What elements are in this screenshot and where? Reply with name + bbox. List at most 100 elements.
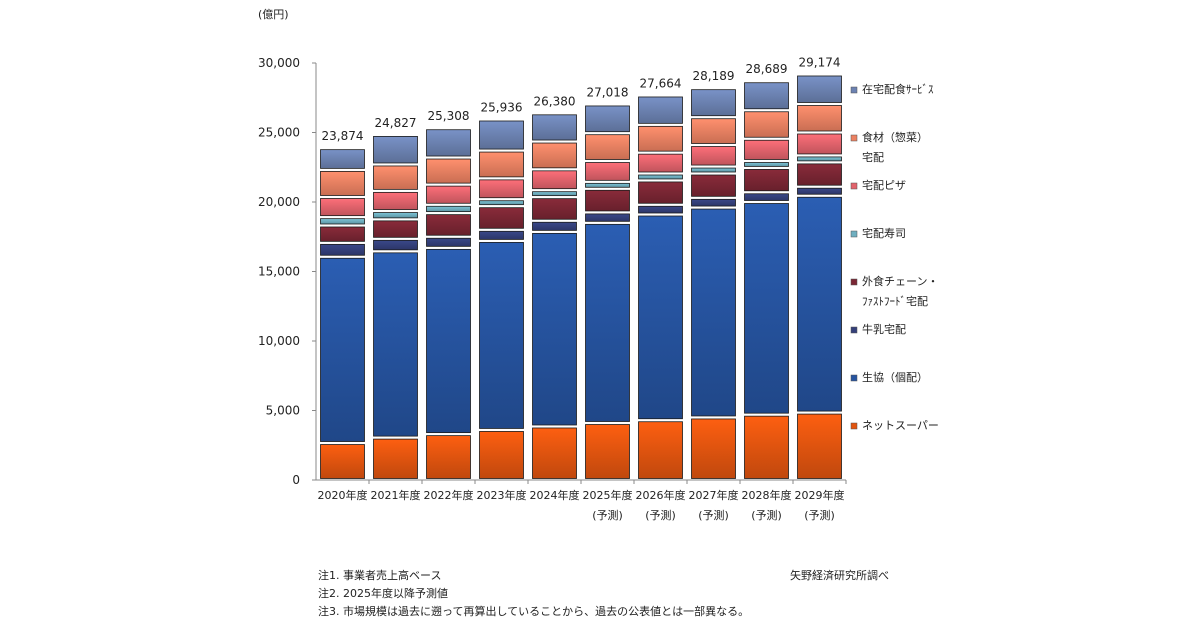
legend-label: 食材（惣菜） [862, 130, 928, 144]
total-label: 29,174 [799, 55, 841, 69]
bar-segment [585, 162, 630, 181]
bar-segment [479, 200, 524, 206]
total-label: 26,380 [534, 94, 576, 108]
x-tick-label: 2027年度 [689, 488, 739, 502]
total-label: 25,308 [428, 109, 470, 123]
bar-segment [373, 239, 418, 251]
legend-swatch [850, 86, 858, 94]
bar-segment [532, 191, 577, 197]
bar-segment [691, 174, 736, 197]
legend-label: ﾌｧｽﾄﾌｰﾄﾞ宅配 [862, 294, 928, 308]
bar-segment [426, 435, 471, 479]
bar-segment [320, 170, 365, 196]
y-tick-label: 15,000 [258, 265, 300, 279]
bar-segment [691, 198, 736, 207]
legend-label: 牛乳宅配 [862, 322, 906, 336]
bar-segment [797, 156, 842, 162]
bars [320, 75, 842, 479]
total-label: 23,874 [322, 129, 364, 143]
bar-segment [585, 134, 630, 160]
x-tick-label: 2023年度 [477, 488, 527, 502]
bar-segment [320, 226, 365, 242]
bar-segment [744, 203, 789, 414]
bar-segment [373, 220, 418, 238]
bar-segment [585, 189, 630, 212]
bar-segment [532, 221, 577, 231]
x-tick-label: 2021年度 [371, 488, 421, 502]
legend-swatch [850, 326, 858, 334]
total-label: 25,936 [481, 100, 523, 114]
bar-segment [691, 418, 736, 479]
legend-label: 生協（個配） [862, 370, 928, 384]
bar-segment [320, 218, 365, 225]
bar-segment [426, 129, 471, 157]
total-label: 28,689 [746, 62, 788, 76]
legend-label: 宅配ピザ [862, 178, 906, 192]
bar-segment [585, 213, 630, 222]
bar-segment [426, 205, 471, 213]
footnote-3: 注3. 市場規模は過去に遡って再算出していることから、過去の公表値とは一部異なる… [318, 605, 750, 618]
bar-segment [691, 167, 736, 173]
bar-segment [532, 198, 577, 220]
bar-segment [479, 242, 524, 429]
legend-item: 牛乳宅配 [850, 322, 906, 336]
bar-segment [797, 75, 842, 103]
x-tick-label: 2024年度 [530, 488, 580, 502]
bar-segment [373, 438, 418, 479]
legend-item: 宅配寿司 [850, 226, 906, 240]
bar-segment [797, 413, 842, 479]
y-tick-label: 5,000 [266, 404, 300, 418]
total-label: 24,827 [375, 116, 417, 130]
bar-segment [797, 163, 842, 186]
bar-segment [479, 151, 524, 178]
x-tick-label: 2020年度 [318, 488, 368, 502]
legend-item: 生協（個配） [850, 370, 928, 384]
bar-segment [426, 248, 471, 434]
bar-segment [744, 162, 789, 167]
bar-segment [373, 252, 418, 437]
bar-segment [638, 215, 683, 420]
bar-segment [744, 139, 789, 160]
bar-segment [426, 237, 471, 247]
footnotes: 注1. 事業者売上高ベース 注2. 2025年度以降予測値 注3. 市場規模は過… [318, 567, 749, 621]
bar-segment [638, 181, 683, 204]
y-tick-label: 0 [292, 473, 300, 487]
bar-segment [320, 257, 365, 442]
bar-segment [691, 89, 736, 117]
legend-item: ネットスーパー [850, 419, 939, 432]
x-tick-sublabel: (予測) [751, 508, 782, 522]
x-tick-sublabel: (予測) [804, 508, 835, 522]
bar-segment [426, 185, 471, 204]
x-tick-label: 2025年度 [583, 488, 633, 502]
footnote-2: 注2. 2025年度以降予測値 [318, 587, 448, 600]
x-tick-label: 2029年度 [795, 488, 845, 502]
bar-segment [479, 431, 524, 479]
x-axis: 2020年度 2021年度 2022年度 2023年度 2024年度 2025年度 (予測)… [316, 479, 847, 522]
bar-segment [426, 214, 471, 236]
bar-segment [532, 114, 577, 141]
bar-segment [320, 198, 365, 217]
bar-segment [532, 232, 577, 426]
x-tick-label: 2028年度 [742, 488, 792, 502]
bar-segment [797, 133, 842, 155]
bar-segment [479, 120, 524, 150]
bar-segment [638, 125, 683, 152]
legend-item: 在宅配食ｻｰﾋﾞｽ [850, 82, 934, 96]
bar-segment [744, 193, 789, 201]
bar-segment [373, 212, 418, 219]
legend-swatch [850, 134, 858, 142]
legend-swatch [850, 374, 858, 382]
bar-segment [797, 105, 842, 132]
bar-segment [426, 158, 471, 184]
bar-segment [479, 179, 524, 199]
bar-segment [638, 96, 683, 124]
bar-segment [638, 421, 683, 479]
legend-swatch [850, 278, 858, 286]
bar-segment [744, 415, 789, 479]
y-tick-label: 30,000 [258, 56, 300, 70]
x-tick-label: 2026年度 [636, 488, 686, 502]
legend-item: 宅配ピザ [850, 178, 906, 192]
y-tick-label: 20,000 [258, 195, 300, 209]
bar-segment [532, 427, 577, 479]
